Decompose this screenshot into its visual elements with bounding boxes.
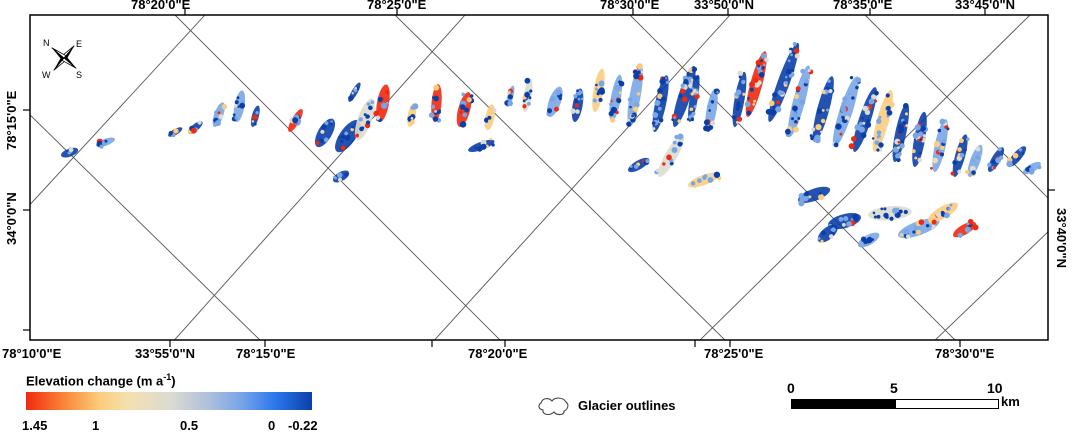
glacier-patch <box>212 102 228 127</box>
bottom-label-6: 78°30'0"E <box>935 346 995 361</box>
top-label-6: 33°45'0"N <box>955 0 1015 12</box>
glacier-patch <box>832 75 862 148</box>
glacier-patch <box>96 137 115 149</box>
glacier-patch <box>407 103 419 127</box>
west-letter: W <box>42 70 51 80</box>
top-label-1: 78°20'0"E <box>131 0 191 12</box>
glacier-patch <box>546 86 563 118</box>
top-label-2: 78°25'0"E <box>367 0 427 12</box>
glacier-patch <box>570 88 584 122</box>
glacier-patch <box>897 218 940 239</box>
north-arrow-icon: N E S W <box>42 38 82 80</box>
glacier-patch <box>250 105 260 127</box>
bottom-label-1: 78°10'0"E <box>2 346 62 361</box>
glacier-patch <box>765 41 800 122</box>
glacier-patch <box>468 137 495 152</box>
colorbar-tick-5: -0.22 <box>288 418 318 433</box>
top-label-5: 78°35'0"E <box>833 0 893 12</box>
glacier-patch <box>671 65 698 127</box>
glacier-patch <box>168 127 183 138</box>
top-label-3: 78°30'0"E <box>600 0 660 12</box>
bottom-label-2: 33°55'0"N <box>135 346 195 361</box>
left-label-2: 34°0'0"N <box>4 192 19 245</box>
glacier-patch <box>848 87 879 152</box>
glacier-patch <box>1006 146 1027 168</box>
glacier-patch <box>987 147 1005 172</box>
colorbar-tick-3: 0.5 <box>180 418 199 433</box>
glacier-patch <box>628 157 650 173</box>
glacier-patch <box>373 84 390 123</box>
glacier-patch <box>187 120 203 134</box>
glacier-patch <box>626 63 644 127</box>
glacier-outline-icon <box>538 397 569 416</box>
glacier-patch <box>892 103 910 163</box>
glacier-elevation-change-layer <box>61 41 1042 248</box>
glacier-patch <box>731 70 747 127</box>
glacier-patch <box>809 76 835 144</box>
bottom-label-5: 78°25'0"E <box>704 346 764 361</box>
glacier-outline-label: Glacier outlines <box>578 398 676 413</box>
legend-title: Elevation change (m a-1) <box>26 372 176 389</box>
glacier-patch <box>288 109 303 132</box>
colorbar-tick-2: 1 <box>92 418 100 433</box>
glacier-patch <box>927 202 959 225</box>
glacier-patch <box>483 104 497 130</box>
bottom-label-4: 78°20'0"E <box>468 346 528 361</box>
glacier-patch <box>950 134 970 177</box>
glacier-patch <box>686 74 700 122</box>
glacier-patch <box>456 92 475 128</box>
glacier-patch <box>867 206 912 221</box>
scalebar-tick-10: 10 <box>987 380 1003 396</box>
glacier-patch <box>651 75 669 132</box>
glacier-patch <box>335 119 362 153</box>
south-letter: S <box>76 70 82 80</box>
left-label-1: 78°15'0"E <box>4 90 19 150</box>
graticule <box>30 15 1048 340</box>
scalebar-tick-0: 0 <box>787 380 795 396</box>
top-label-4: 33°50'0"N <box>694 0 754 12</box>
glacier-patch <box>314 118 336 148</box>
glacier-patch <box>911 111 929 167</box>
glacier-patch <box>504 85 515 107</box>
glacier-patch <box>522 77 533 112</box>
colorbar-tick-4: 0 <box>268 418 276 433</box>
map-frame <box>29 14 1049 341</box>
frame-ticks <box>23 8 1055 347</box>
scalebar-unit: km <box>1001 394 1020 409</box>
north-letter: N <box>43 38 50 48</box>
glacier-patch <box>231 90 246 122</box>
colorbar-tick-1: 1.45 <box>22 418 48 433</box>
scalebar-black-segment <box>791 399 897 409</box>
scalebar-tick-5: 5 <box>890 380 898 396</box>
bottom-label-3: 78°15'0"E <box>236 346 296 361</box>
glacier-patch <box>857 232 880 248</box>
glacier-patch <box>354 98 375 141</box>
glacier-patch <box>332 170 350 183</box>
scalebar-white-segment <box>895 399 999 409</box>
glacier-patch <box>784 65 814 138</box>
glacier-patch <box>608 74 625 123</box>
glacier-patch <box>348 82 361 102</box>
glacier-patch <box>797 186 831 207</box>
glacier-patch <box>688 171 722 188</box>
glacier-patch <box>965 144 983 177</box>
glacier-patch <box>952 219 979 238</box>
glacier-patch <box>428 84 442 123</box>
glacier-patch <box>654 133 685 177</box>
glacier-patch <box>592 68 606 112</box>
glacier-patch <box>61 147 79 158</box>
right-label-1: 33°40'0"N <box>1054 208 1069 268</box>
glacier-patch <box>1023 161 1042 175</box>
elevation-change-colorbar <box>26 392 312 410</box>
glacier-patch <box>703 88 720 132</box>
glacier-patch <box>930 118 950 172</box>
glacier-patch <box>871 90 895 153</box>
glacier-patch <box>744 51 769 117</box>
east-letter: E <box>76 39 82 49</box>
glacier-patch <box>817 224 838 243</box>
